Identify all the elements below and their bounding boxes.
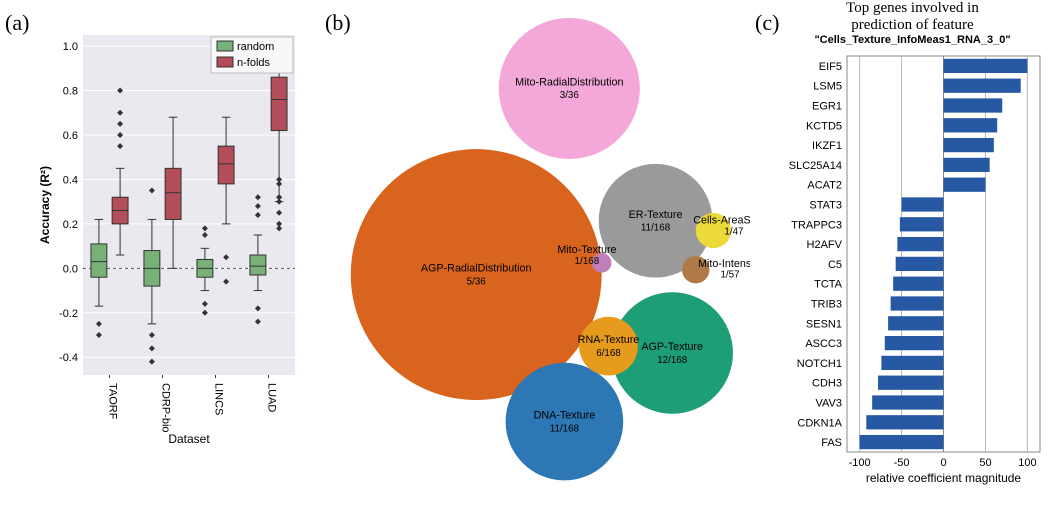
bubble-panel: AGP-RadialDistribution5/36 Mito-RadialDis…	[320, 10, 750, 500]
svg-text:11/168: 11/168	[550, 423, 580, 434]
svg-text:IKZF1: IKZF1	[812, 140, 842, 152]
svg-text:FAS: FAS	[821, 437, 842, 449]
svg-text:TRAPPC3: TRAPPC3	[791, 219, 842, 231]
svg-text:Dataset: Dataset	[168, 432, 210, 445]
svg-text:TCTA: TCTA	[814, 279, 843, 291]
svg-text:EGR1: EGR1	[812, 101, 842, 113]
svg-text:1/47: 1/47	[724, 226, 743, 237]
svg-text:0.2: 0.2	[63, 219, 78, 231]
coef-subtitle: "Cells_Texture_InfoMeas1_RNA_3_0"	[775, 34, 1050, 46]
svg-text:TRIB3: TRIB3	[811, 299, 842, 311]
svg-text:VAV3: VAV3	[816, 398, 843, 410]
svg-text:12/168: 12/168	[657, 355, 688, 366]
svg-text:TAORF: TAORF	[107, 383, 119, 420]
svg-text:100: 100	[1018, 457, 1036, 469]
boxplot-panel: -0.4 -0.2 0.0 0.2 0.4 0.6 0.8 1.0 TAORF CDRP-bio L…	[35, 25, 305, 445]
svg-text:LUAD: LUAD	[266, 383, 278, 412]
svg-text:ACAT2: ACAT2	[807, 180, 842, 192]
svg-text:5/36: 5/36	[467, 276, 487, 287]
svg-text:random: random	[237, 41, 274, 53]
svg-text:1/168: 1/168	[575, 256, 600, 267]
svg-text:6/168: 6/168	[596, 348, 621, 359]
svg-text:-0.2: -0.2	[59, 308, 78, 320]
svg-text:0.8: 0.8	[63, 86, 78, 98]
svg-text:1.0: 1.0	[63, 41, 78, 53]
svg-text:C5: C5	[828, 259, 842, 271]
svg-text:Mito-RadialDistribution: Mito-RadialDistribution	[515, 76, 623, 88]
svg-text:SESN1: SESN1	[806, 318, 842, 330]
svg-text:STAT3: STAT3	[809, 200, 842, 212]
svg-text:Mito-Texture: Mito-Texture	[557, 244, 616, 256]
panel-label-a: (a)	[5, 10, 29, 36]
coefficient-panel: Top genes involved in prediction of feat…	[775, 0, 1050, 500]
svg-text:0.6: 0.6	[63, 130, 78, 142]
svg-text:CDRP-bio: CDRP-bio	[160, 383, 172, 433]
svg-text:50: 50	[979, 457, 991, 469]
svg-text:11/168: 11/168	[641, 223, 671, 234]
svg-text:-0.4: -0.4	[59, 352, 78, 364]
svg-text:n-folds: n-folds	[237, 57, 271, 69]
svg-text:SLC25A14: SLC25A14	[789, 160, 842, 172]
coef-barchart: -100 -50 0 50 100 EIF5 LSM5 EGR1 KCTD5 IKZF1 SLC25…	[775, 46, 1050, 486]
svg-text:3/36: 3/36	[560, 90, 580, 101]
svg-text:H2AFV: H2AFV	[807, 239, 843, 251]
coef-title-line2: prediction of feature	[775, 17, 1050, 34]
svg-text:Cells-AreaShape: Cells-AreaShape	[693, 215, 750, 227]
svg-text:0: 0	[940, 457, 946, 469]
svg-text:DNA-Texture: DNA-Texture	[534, 410, 596, 422]
svg-text:Mito-Intensity: Mito-Intensity	[698, 258, 750, 270]
svg-text:CDH3: CDH3	[812, 378, 842, 390]
coef-title-line1: Top genes involved in	[775, 0, 1050, 17]
svg-text:EIF5: EIF5	[819, 61, 842, 73]
svg-text:LINCS: LINCS	[213, 383, 225, 415]
svg-text:RNA-Texture: RNA-Texture	[578, 334, 640, 346]
svg-text:Accuracy (R²): Accuracy (R²)	[38, 166, 52, 244]
svg-text:LSM5: LSM5	[813, 81, 842, 93]
svg-text:0.0: 0.0	[63, 263, 78, 275]
svg-text:AGP-Texture: AGP-Texture	[641, 341, 703, 353]
svg-text:ASCC3: ASCC3	[805, 338, 842, 350]
svg-text:CDKN1A: CDKN1A	[797, 417, 842, 429]
svg-text:0.4: 0.4	[63, 174, 78, 186]
svg-text:AGP-RadialDistribution: AGP-RadialDistribution	[421, 263, 532, 275]
svg-text:-50: -50	[894, 457, 910, 469]
svg-text:NOTCH1: NOTCH1	[797, 358, 842, 370]
svg-text:ER-Texture: ER-Texture	[629, 209, 683, 221]
svg-text:relative coefficient magnitude: relative coefficient magnitude	[866, 471, 1022, 485]
svg-text:-100: -100	[849, 457, 871, 469]
svg-text:KCTD5: KCTD5	[806, 120, 842, 132]
svg-text:1/57: 1/57	[720, 270, 739, 281]
